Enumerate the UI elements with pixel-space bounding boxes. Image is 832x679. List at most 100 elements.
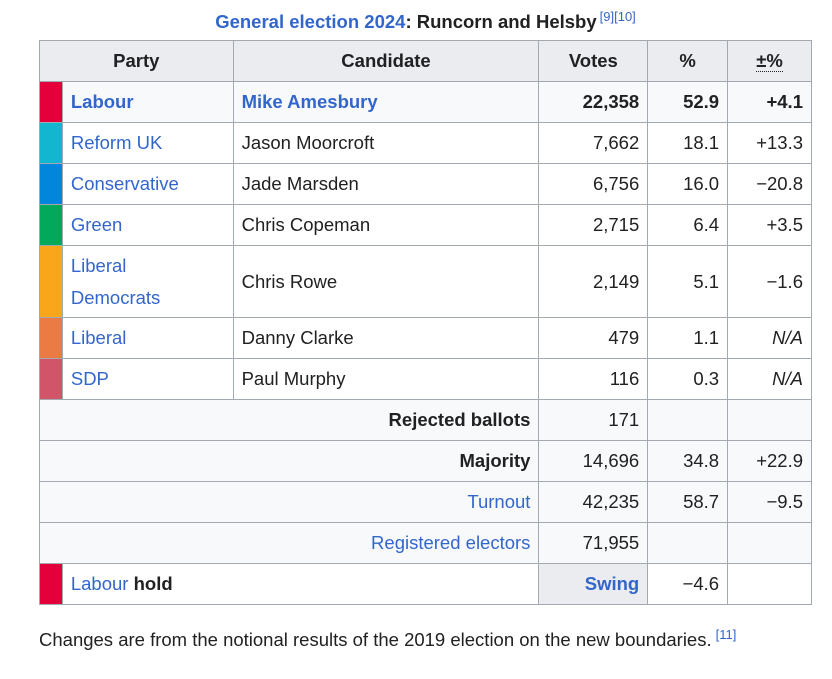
party-header: Party xyxy=(39,40,234,82)
majority-label: Majority xyxy=(38,440,540,482)
party-cell: Liberal Democrats xyxy=(61,245,234,318)
candidate-header: Candidate xyxy=(232,40,540,82)
party-cell: Green xyxy=(61,204,234,246)
change-cell: +4.1 xyxy=(727,81,812,123)
percent-cell: 16.0 xyxy=(647,163,729,205)
party-color-swatch xyxy=(39,122,63,164)
votes-header: Votes xyxy=(538,40,649,82)
table-row: Conservative Jade Marsden 6,756 16.0 −20… xyxy=(39,163,812,205)
party-link[interactable]: SDP xyxy=(70,368,109,389)
table-row: Green Chris Copeman 2,715 6.4 +3.5 xyxy=(39,204,812,246)
party-color-swatch xyxy=(39,317,63,359)
party-cell: Conservative xyxy=(61,163,234,205)
table-row: Reform UK Jason Moorcroft 7,662 18.1 +13… xyxy=(39,122,812,164)
turnout-label-cell: Turnout xyxy=(38,481,540,523)
candidate-cell: Jade Marsden xyxy=(232,163,540,205)
votes-cell: 2,149 xyxy=(538,245,649,318)
party-name-line-1: Liberal xyxy=(70,254,127,276)
change-cell: N/A xyxy=(727,358,812,400)
hold-row: Labour hold Swing −4.6 xyxy=(39,563,812,605)
percent-cell: 1.1 xyxy=(647,317,729,359)
footnote: Changes are from the notional results of… xyxy=(39,626,819,654)
turnout-percent: 58.7 xyxy=(647,481,729,523)
majority-votes: 14,696 xyxy=(538,440,649,482)
party-link[interactable]: Liberal Democrats xyxy=(71,250,225,314)
percent-cell: 18.1 xyxy=(647,122,729,164)
party-cell: Liberal xyxy=(61,317,234,359)
hold-cell: Labour hold xyxy=(61,563,540,605)
election-link[interactable]: General election 2024 xyxy=(215,11,406,32)
header-row: Party Candidate Votes % ±% xyxy=(39,40,812,82)
majority-change: +22.9 xyxy=(727,440,812,482)
party-cell: Reform UK xyxy=(61,122,234,164)
table-row: Labour Mike Amesbury 22,358 52.9 +4.1 xyxy=(39,81,812,123)
registered-electors-link[interactable]: Registered electors xyxy=(371,532,531,553)
votes-cell: 7,662 xyxy=(538,122,649,164)
candidate-cell: Chris Copeman xyxy=(232,204,540,246)
change-cell: −1.6 xyxy=(727,245,812,318)
constituency-title: : Runcorn and Helsby xyxy=(405,11,597,32)
candidate-cell: Danny Clarke xyxy=(232,317,540,359)
turnout-row: Turnout 42,235 58.7 −9.5 xyxy=(38,481,812,523)
rejected-ballots-votes: 171 xyxy=(538,399,649,441)
majority-row: Majority 14,696 34.8 +22.9 xyxy=(38,440,812,482)
table-row: SDP Paul Murphy 116 0.3 N/A xyxy=(39,358,812,400)
change-cell: +3.5 xyxy=(727,204,812,246)
party-color-swatch xyxy=(39,163,63,205)
table-row: Liberal Democrats Chris Rowe 2,149 5.1 −1… xyxy=(39,245,812,318)
votes-cell: 6,756 xyxy=(538,163,649,205)
votes-cell: 116 xyxy=(538,358,649,400)
party-color-swatch xyxy=(39,358,63,400)
percent-cell: 5.1 xyxy=(647,245,729,318)
party-cell: SDP xyxy=(61,358,234,400)
swing-link[interactable]: Swing xyxy=(584,573,640,594)
party-color-swatch xyxy=(39,563,63,605)
change-cell: +13.3 xyxy=(727,122,812,164)
change-cell: −20.8 xyxy=(727,163,812,205)
change-cell xyxy=(727,399,812,441)
turnout-change: −9.5 xyxy=(727,481,812,523)
change-header: ±% xyxy=(727,40,812,82)
percent-cell: 0.3 xyxy=(647,358,729,400)
swing-value: −4.6 xyxy=(647,563,729,605)
footnote-reference[interactable]: [11] xyxy=(715,626,737,642)
party-link[interactable]: Green xyxy=(70,214,123,235)
candidate-cell: Jason Moorcroft xyxy=(232,122,540,164)
rejected-ballots-label: Rejected ballots xyxy=(38,399,540,441)
percent-header: % xyxy=(647,40,729,82)
change-cell: N/A xyxy=(727,317,812,359)
votes-cell: 2,715 xyxy=(538,204,649,246)
party-link[interactable]: Reform UK xyxy=(70,132,163,153)
percent-cell xyxy=(647,522,729,564)
candidate-cell: Paul Murphy xyxy=(232,358,540,400)
percent-cell: 6.4 xyxy=(647,204,729,246)
party-color-swatch xyxy=(39,245,63,318)
hold-party-link[interactable]: Labour xyxy=(70,573,129,594)
party-color-swatch xyxy=(39,204,63,246)
percent-cell xyxy=(647,399,729,441)
votes-cell: 479 xyxy=(538,317,649,359)
candidate-cell: Mike Amesbury xyxy=(232,81,540,123)
swing-label-cell: Swing xyxy=(538,563,649,605)
footnote-text: Changes are from the notional results of… xyxy=(39,629,712,650)
caption-reference[interactable]: [9][10] xyxy=(599,8,636,24)
change-cell xyxy=(727,563,812,605)
party-link[interactable]: Labour xyxy=(70,91,134,112)
party-cell: Labour xyxy=(61,81,234,123)
party-link[interactable]: Liberal xyxy=(70,327,127,348)
rejected-ballots-row: Rejected ballots 171 xyxy=(38,399,812,441)
candidate-cell: Chris Rowe xyxy=(232,245,540,318)
registered-electors-label-cell: Registered electors xyxy=(38,522,540,564)
table-row: Liberal Danny Clarke 479 1.1 N/A xyxy=(39,317,812,359)
change-abbr[interactable]: ±% xyxy=(756,50,783,72)
turnout-link[interactable]: Turnout xyxy=(467,491,531,512)
hold-word: hold xyxy=(133,573,173,594)
votes-cell: 22,358 xyxy=(538,81,649,123)
candidate-link[interactable]: Mike Amesbury xyxy=(241,91,378,112)
election-results-table: Party Candidate Votes % ±% Labour Mike A… xyxy=(38,40,812,605)
registered-electors-row: Registered electors 71,955 xyxy=(38,522,812,564)
party-link[interactable]: Conservative xyxy=(70,173,179,194)
registered-electors-votes: 71,955 xyxy=(538,522,649,564)
percent-cell: 52.9 xyxy=(647,81,729,123)
change-cell xyxy=(727,522,812,564)
